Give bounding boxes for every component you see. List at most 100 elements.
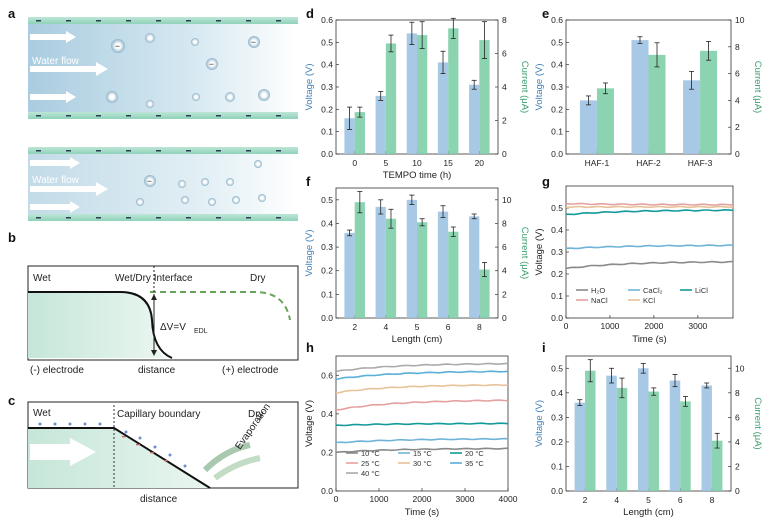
y2-tick-label: 6 xyxy=(502,49,507,59)
x-axis-label: Time (s) xyxy=(632,334,666,345)
y2-tick-label: 10 xyxy=(735,363,745,373)
voltage-bar xyxy=(406,199,417,318)
y2-axis-label: Current (μA) xyxy=(519,227,530,279)
charts-layer: 0.0 0.1 0.2 0.3 0.4 0.5 0.6 Voltage (V) TEMPO ti… xyxy=(304,15,763,518)
x-tick-label: 2 xyxy=(583,495,588,505)
legend-label: KCl xyxy=(643,296,655,305)
x-axis-label: Length (cm) xyxy=(392,334,443,345)
voltage-bar xyxy=(375,95,386,154)
current-bar xyxy=(417,222,428,318)
current-bar xyxy=(479,269,490,318)
chart-e: 0.0 0.1 0.2 0.3 0.4 0.5 0.6 Voltage (V) 0 2 4 6 8 10 C… xyxy=(534,15,763,168)
wet-label: Wet xyxy=(33,273,51,284)
y2-tick-label: 4 xyxy=(735,95,740,105)
current-bar xyxy=(448,28,459,154)
current-bar xyxy=(417,35,428,155)
legend-label: 25 °C xyxy=(361,459,380,468)
svg-text:−: − xyxy=(209,59,214,69)
current-bar xyxy=(616,387,628,491)
current-bar xyxy=(711,440,723,491)
current-bar xyxy=(648,54,666,155)
panel-labels: a b c d e f g h i xyxy=(8,6,550,408)
panel-label-h: h xyxy=(306,340,314,355)
x-tick-label: 2000 xyxy=(413,494,432,504)
y-tick-label: 0.5 xyxy=(551,37,563,47)
x-axis-label: Length (cm) xyxy=(623,507,674,518)
y-tick-label: 0.5 xyxy=(551,203,563,213)
channel-top: Water flow − − − xyxy=(28,17,298,119)
x-tick-label: 4000 xyxy=(499,494,518,504)
svg-text:−: − xyxy=(115,41,120,51)
legend-label: 15 °C xyxy=(413,449,432,458)
delta-v-label: ΔV=V xyxy=(160,322,186,333)
y-tick-label: 0.4 xyxy=(321,409,333,419)
series-line xyxy=(335,447,509,454)
svg-text:−: − xyxy=(251,37,256,47)
y2-tick-label: 10 xyxy=(502,195,512,205)
y-tick-label: 0.4 xyxy=(551,60,563,70)
y-tick-label: 0.4 xyxy=(551,388,563,398)
voltage-bar xyxy=(469,216,480,318)
chart-h: 0.0 0.2 0.4 0.6 Voltage (V) Time (s) 0 1000 2000… xyxy=(304,355,518,518)
y2-tick-label: 8 xyxy=(735,42,740,52)
svg-text:−: − xyxy=(147,176,152,186)
y-tick-label: 0.2 xyxy=(551,437,563,447)
x-tick-label: 5 xyxy=(646,495,651,505)
x-tick-label: 10 xyxy=(412,158,422,168)
x-tick-label: 5 xyxy=(383,158,388,168)
y2-tick-label: 4 xyxy=(735,437,740,447)
x-tick-label: 3000 xyxy=(688,321,707,331)
voltage-bar xyxy=(469,84,480,154)
y-tick-label: 0.2 xyxy=(551,269,563,279)
y2-tick-label: 2 xyxy=(502,289,507,299)
y-axis-label: Voltage (V) xyxy=(534,64,545,111)
y-tick-label: 0.3 xyxy=(321,242,333,252)
dry-label-c: Dry xyxy=(248,409,264,420)
interface-label: Wet/Dry Interface xyxy=(115,273,193,284)
series-line xyxy=(335,383,509,394)
y-axis-label: Voltage (V) xyxy=(304,230,315,277)
x-tick-label: 4 xyxy=(383,322,388,332)
series-line xyxy=(335,437,509,444)
y-tick-label: 0.0 xyxy=(321,486,333,496)
panel-label-e: e xyxy=(542,6,549,21)
x-tick-label: 0 xyxy=(352,158,357,168)
y-tick-label: 0.0 xyxy=(551,313,563,323)
current-bar xyxy=(596,88,614,154)
distance-label: distance xyxy=(138,365,176,376)
legend-label: LiCl xyxy=(695,286,708,295)
x-tick-label: 15 xyxy=(443,158,453,168)
panel-label-f: f xyxy=(306,174,311,189)
schematic-b: Wet Wet/Dry Interface Dry ΔV=V EDL (-) e… xyxy=(27,265,299,376)
series-line xyxy=(335,399,509,411)
y-tick-label: 0.6 xyxy=(321,15,333,25)
y-tick-label: 0.3 xyxy=(551,247,563,257)
current-bar xyxy=(354,202,365,318)
legend-label: 40 °C xyxy=(361,469,380,478)
y-tick-label: 0.0 xyxy=(321,313,333,323)
x-tick-label: 3000 xyxy=(456,494,475,504)
voltage-bar xyxy=(437,62,449,154)
y-tick-label: 0.0 xyxy=(321,149,333,159)
x-tick-label: 2000 xyxy=(644,321,663,331)
y-tick-label: 0.5 xyxy=(321,37,333,47)
y-tick-label: 0.1 xyxy=(321,289,333,299)
current-bar xyxy=(385,43,397,155)
voltage-bar xyxy=(406,33,417,154)
y2-tick-label: 2 xyxy=(735,461,740,471)
y2-tick-label: 2 xyxy=(502,116,507,126)
water-flow-label: Water flow xyxy=(32,56,80,67)
y-axis-label: Voltage (V) xyxy=(304,400,315,447)
x-tick-label: 2 xyxy=(352,322,357,332)
x-axis-label: TEMPO time (h) xyxy=(383,170,452,181)
series-line xyxy=(565,205,734,209)
y2-tick-label: 6 xyxy=(735,412,740,422)
chart-i: 0.0 0.1 0.2 0.3 0.4 0.5 Voltage (V) Length (cm)… xyxy=(534,355,763,518)
y-tick-label: 0.5 xyxy=(321,195,333,205)
x-tick-label: 1000 xyxy=(600,321,619,331)
series-line xyxy=(565,202,734,206)
y2-tick-label: 0 xyxy=(502,149,507,159)
schematic-a: Water flow − − − xyxy=(28,17,298,221)
pos-electrode-label: (+) electrode xyxy=(222,365,279,376)
